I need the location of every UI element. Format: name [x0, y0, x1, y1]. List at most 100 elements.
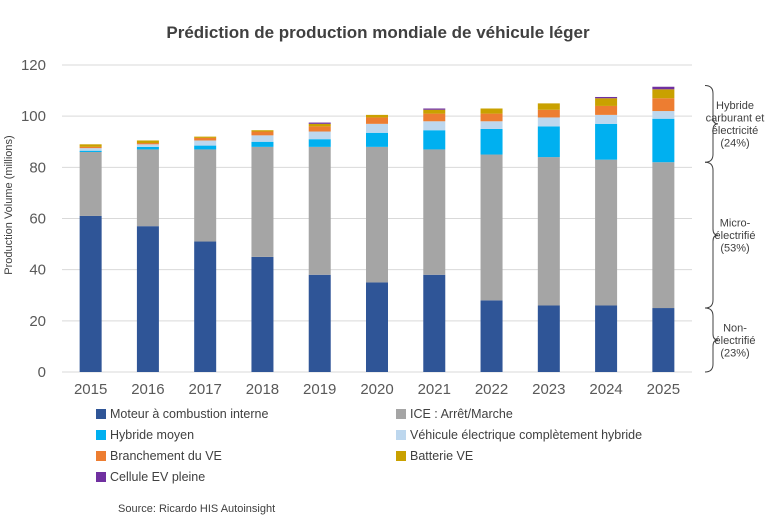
- y-axis-ticks: 0 20 40 60 80 100 120: [21, 57, 46, 381]
- bar-segment-2018-s3: [251, 135, 274, 142]
- bar-segment-2019-s5: [308, 123, 331, 127]
- bar-segment-2017-s5: [194, 136, 217, 138]
- bar-segment-2015-s5: [79, 144, 102, 147]
- bar-segment-2021-s6: [423, 108, 446, 110]
- bar-segment-2021-s0: [423, 274, 446, 372]
- bar-segment-2020-s3: [366, 123, 388, 133]
- legend-swatch: [96, 451, 106, 461]
- y-tick-label: 60: [29, 211, 46, 228]
- bar-segment-2023-s2: [537, 126, 560, 158]
- brace-2: [704, 307, 719, 373]
- bar-segment-2019-s6: [308, 122, 331, 124]
- annotation-line: Micro-: [720, 218, 751, 230]
- legend-label: Batterie VE: [410, 449, 473, 463]
- bar-segment-2015-s0: [79, 215, 102, 372]
- bar-segment-2015-s1: [79, 151, 102, 216]
- annotation-line: (23%): [720, 348, 749, 360]
- bar-segment-2017-s0: [194, 241, 217, 372]
- chart-title: Prédiction de production mondiale de véh…: [166, 23, 590, 42]
- x-tick-label: 2021: [418, 381, 451, 398]
- bar-segment-2024-s0: [595, 305, 618, 372]
- y-tick-label: 80: [29, 159, 46, 176]
- annotation-line: Hybride: [716, 100, 754, 112]
- legend-swatch: [96, 409, 106, 419]
- bar-segment-2021-s3: [423, 121, 446, 131]
- bar-segment-2025-s1: [652, 162, 675, 309]
- legend-label: Branchement du VE: [110, 449, 222, 463]
- bar-segment-2023-s1: [537, 157, 560, 306]
- source-note: Source: Ricardo HIS Autoinsight: [118, 503, 275, 515]
- x-tick-label: 2017: [188, 381, 221, 398]
- bar-segment-2022-s1: [480, 154, 503, 301]
- legend-swatch: [396, 430, 406, 440]
- bar-segment-2023-s5: [537, 103, 560, 110]
- y-axis-label: Production Volume (millions): [3, 135, 15, 274]
- brace-0: [704, 84, 719, 163]
- bar-segment-2018-s4: [251, 131, 274, 136]
- legend-swatch: [396, 409, 406, 419]
- bar-segment-2021-s4: [423, 113, 446, 122]
- bar-segment-2020-s5: [366, 114, 388, 118]
- bar-segment-2018-s2: [251, 141, 274, 147]
- bar-segment-2024-s1: [595, 159, 618, 306]
- bar-segment-2022-s2: [480, 128, 503, 155]
- legend-swatch: [96, 472, 106, 482]
- annotation-line: carburant et: [706, 113, 765, 125]
- bar-segment-2020-s0: [366, 282, 388, 372]
- bar-segment-2019-s0: [308, 274, 331, 372]
- legend-label: Cellule EV pleine: [110, 470, 205, 484]
- bar-segment-2018-s0: [251, 256, 274, 372]
- bar-segment-2017-s2: [194, 145, 217, 150]
- bar-segment-2019-s4: [308, 126, 331, 132]
- bar-segment-2022-s4: [480, 113, 503, 122]
- bar-segment-2021-s2: [423, 130, 446, 150]
- bar-segment-2025-s5: [652, 89, 675, 99]
- legend-swatch: [396, 451, 406, 461]
- bar-segment-2015-s4: [79, 146, 102, 149]
- bar-segment-2016-s4: [136, 143, 159, 145]
- bar-segment-2015-s2: [79, 150, 102, 152]
- bar-segment-2021-s5: [423, 109, 446, 114]
- legend-label: Véhicule électrique complètement hybride: [410, 428, 642, 442]
- bar-segment-2016-s3: [136, 144, 159, 147]
- x-tick-label: 2023: [532, 381, 565, 398]
- legend-label: ICE : Arrêt/Marche: [410, 407, 513, 421]
- bar-segment-2018-s1: [251, 146, 274, 257]
- bar-segment-2025-s2: [652, 118, 675, 163]
- bar-segment-2020-s2: [366, 132, 388, 147]
- bar-segment-2017-s1: [194, 149, 217, 242]
- x-tick-label: 2015: [74, 381, 107, 398]
- legend-swatch: [96, 430, 106, 440]
- x-tick-label: 2024: [589, 381, 622, 398]
- bar-segment-2023-s0: [537, 305, 560, 372]
- bar-segment-2024-s5: [595, 98, 618, 106]
- bars: [79, 86, 675, 372]
- legend-label: Moteur à combustion interne: [110, 407, 268, 421]
- annotation-line: Non-: [723, 323, 747, 335]
- bar-segment-2025-s3: [652, 111, 675, 119]
- bar-segment-2016-s2: [136, 146, 159, 150]
- annotation-line: électrifié: [715, 230, 756, 242]
- bar-segment-2021-s1: [423, 149, 446, 275]
- x-axis-ticks: 2015 2016 2017 2018 2019 2020 2021 2022 2023 2024…: [74, 381, 680, 398]
- bar-segment-2025-s6: [652, 86, 675, 90]
- bar-segment-2016-s0: [136, 226, 159, 372]
- bar-segment-2023-s3: [537, 117, 560, 127]
- bar-segment-2019-s3: [308, 131, 331, 140]
- bar-segment-2025-s0: [652, 308, 675, 372]
- x-tick-label: 2016: [131, 381, 164, 398]
- x-tick-label: 2022: [475, 381, 508, 398]
- legend-label: Hybride moyen: [110, 428, 194, 442]
- annotation-line: (24%): [720, 138, 749, 150]
- y-tick-label: 120: [21, 57, 46, 74]
- bar-segment-2023-s4: [537, 109, 560, 118]
- bar-segment-2019-s1: [308, 146, 331, 275]
- bar-segment-2020-s1: [366, 146, 388, 283]
- bar-segment-2025-s4: [652, 98, 675, 112]
- x-tick-label: 2018: [246, 381, 279, 398]
- bar-segment-2024-s4: [595, 105, 618, 115]
- bar-segment-2022-s0: [480, 300, 503, 372]
